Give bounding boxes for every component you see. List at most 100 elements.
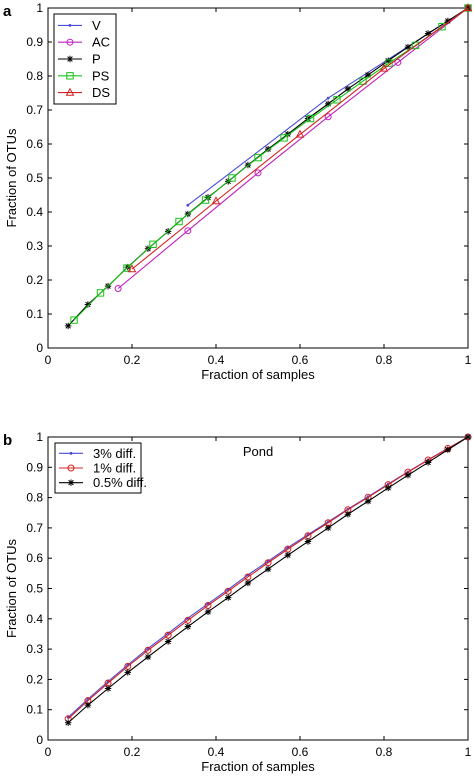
y-tick-label: 0.6 [26,551,43,565]
data-point [244,579,252,587]
chart-panel-b: 0 0.2 0.4 0.6 0.8 1 0 0.1 0.2 0.3 0.4 0.5 0.6 0.7 0.8 0… [3,430,472,774]
legend-label: AC [92,35,110,50]
data-point [149,240,157,249]
legend-label: DS [92,85,110,100]
x-tick-label: 0.8 [376,353,393,367]
legend: 3% diff.1% diff.0.5% diff. [54,442,147,494]
data-point [84,701,92,709]
series-0-5-diff- [64,433,472,726]
data-point [324,113,332,121]
data-point [204,601,212,609]
y-tick-label: 0.8 [26,69,43,83]
legend-marker [66,55,74,63]
data-point [201,196,210,204]
data-point [104,685,112,692]
y-tick-label: 0.7 [26,521,43,535]
y-tick-label: 0 [36,733,43,747]
data-point [280,134,288,142]
legend-label: P [92,52,101,67]
x-tick-label: 1 [465,353,472,367]
data-point [333,96,341,104]
data-point [394,58,402,66]
data-point [96,289,105,297]
data-point [364,498,372,505]
legend-label: V [92,18,101,33]
legend-label: PS [92,68,110,83]
data-point [184,616,192,624]
legend-marker [67,479,75,486]
data-point [324,524,332,532]
y-tick-label: 1 [36,430,43,444]
y-tick-label: 0.6 [26,137,43,151]
data-point [385,484,392,492]
legend-marker [68,24,72,27]
x-axis-label: Fraction of samples [201,759,315,774]
data-point [438,23,446,31]
data-point [304,538,312,545]
x-tick-label: 0.4 [208,745,225,759]
data-point [254,153,262,162]
data-point [464,433,472,441]
data-point [404,471,412,479]
chart-panel-a: 0 0.2 0.4 0.6 0.8 1 0 0.1 0.2 0.3 0.4 0.5 0.6 0.7 0.8 0… [3,1,473,382]
data-point [184,623,192,630]
legend-marker [66,38,74,46]
y-tick-label: 1 [36,1,43,15]
data-point [114,285,122,292]
legend-label: 3% diff. [93,446,136,461]
data-point [264,559,272,567]
series-line [131,7,469,270]
y-axis-label: Fraction of OTUs [4,128,19,227]
legend: V AC PPS DS [53,13,117,105]
data-point [404,43,412,51]
data-point [70,316,78,324]
legend-marker [66,72,74,80]
data-point [254,169,262,177]
data-point [224,594,232,601]
data-point [344,511,352,518]
data-point [264,565,272,573]
series-ds [127,3,473,273]
data-point [324,100,332,108]
legend-marker [65,87,75,96]
annotation-text: Pond [243,444,273,459]
data-point [385,57,392,64]
data-point [411,41,420,50]
data-point [295,129,305,138]
data-point [379,63,389,72]
y-tick-label: 0.1 [26,307,43,321]
data-point [264,145,272,153]
data-point [444,17,452,25]
legend-marker [69,451,73,455]
legend-marker [67,464,75,472]
data-point [284,551,292,559]
data-point [444,446,452,453]
data-point [144,653,152,661]
data-point [144,646,152,654]
data-point [204,608,212,616]
data-point [359,77,367,85]
x-tick-label: 0.4 [208,353,225,367]
legend-label: 0.5% diff. [93,475,147,490]
y-tick-label: 0.4 [26,612,43,626]
y-tick-label: 0.9 [26,35,43,49]
y-tick-label: 0.4 [26,205,43,219]
data-point [463,3,473,12]
data-point [184,227,192,235]
y-tick-label: 0.1 [26,703,43,717]
x-tick-label: 0.6 [292,353,309,367]
data-point [424,459,432,466]
y-tick-label: 0.5 [26,582,43,596]
y-axis-label: Fraction of OTUs [4,539,19,638]
panel-label: a [3,3,12,20]
y-tick-label: 0.2 [26,273,43,287]
x-axis-label: Fraction of samples [201,367,315,382]
data-point [186,203,190,207]
x-tick-label: 0 [45,353,52,367]
series-line [67,436,469,720]
data-point [344,85,352,93]
data-point [164,631,172,639]
data-point [228,174,236,182]
x-tick-label: 0.2 [124,353,141,367]
